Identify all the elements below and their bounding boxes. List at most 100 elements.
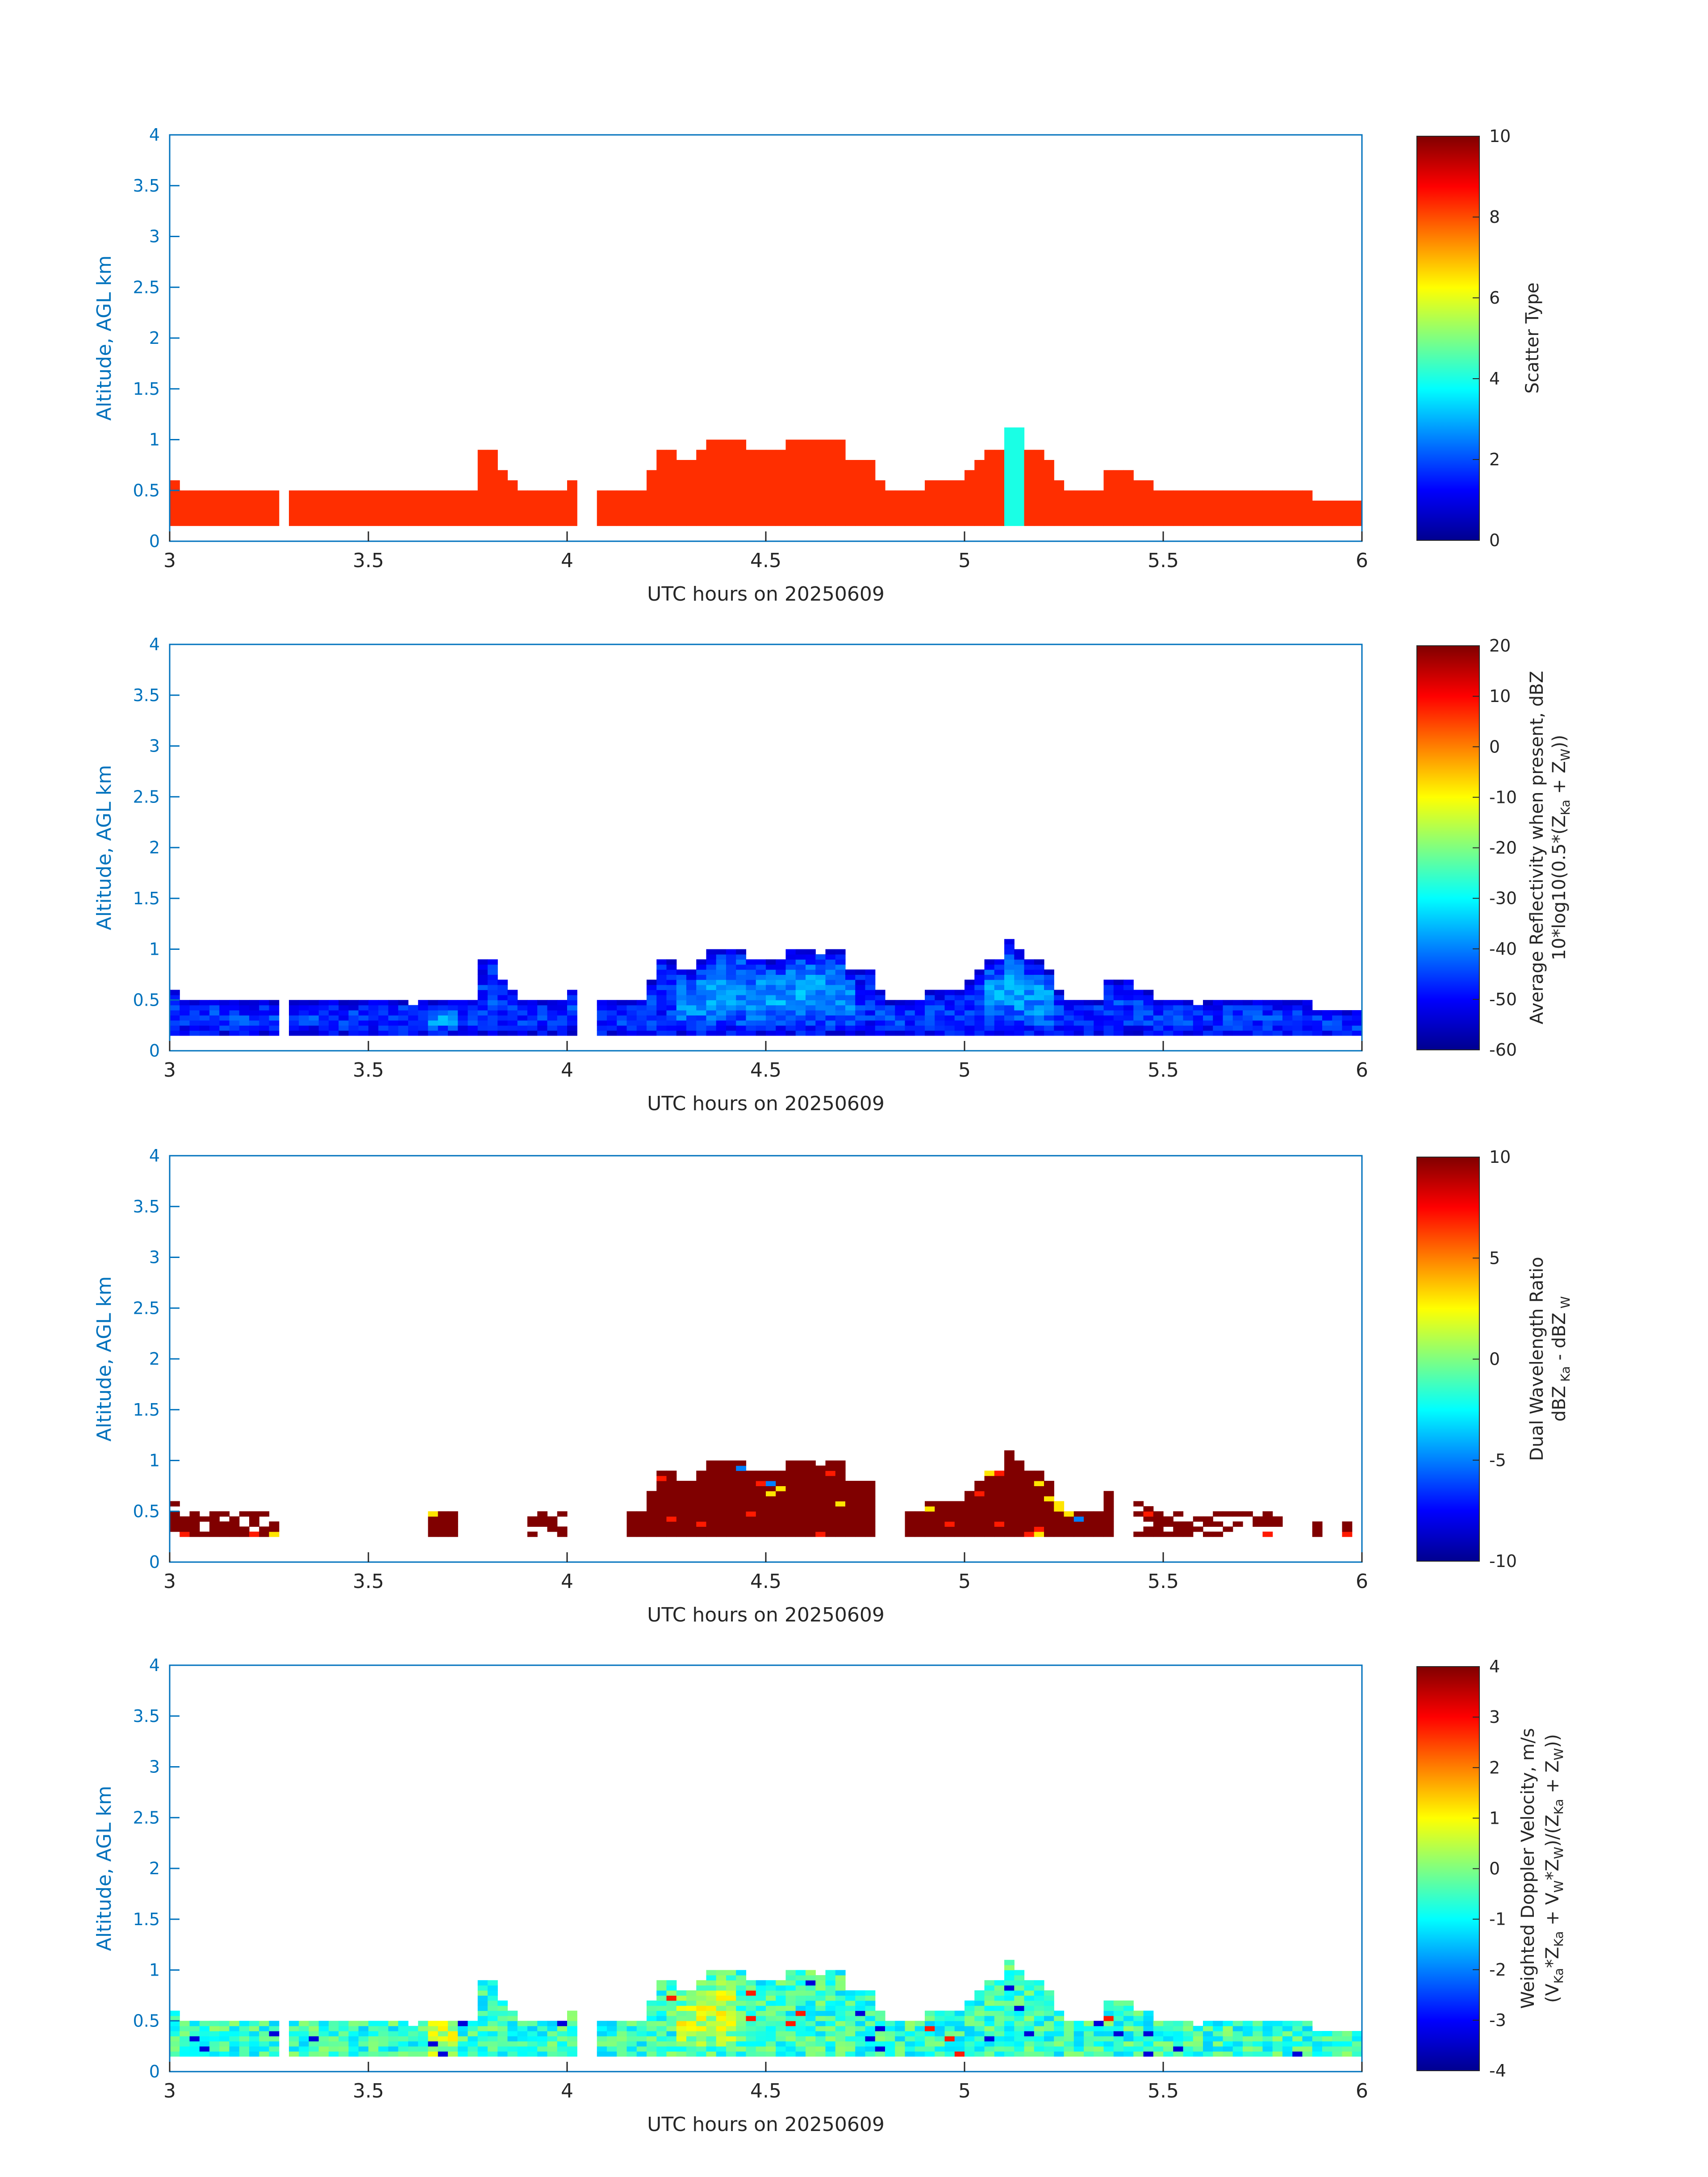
heatmap-cell <box>895 1005 906 1011</box>
heatmap-cell <box>1272 2051 1283 2057</box>
heatmap-cell <box>338 2021 349 2027</box>
heatmap-cell <box>428 2021 438 2027</box>
heatmap-cell <box>309 1010 319 1015</box>
heatmap-cell <box>766 1521 776 1527</box>
heatmap-cell <box>696 969 707 975</box>
heatmap-cell <box>974 979 985 985</box>
heatmap-cell <box>656 2006 667 2011</box>
heatmap-cell <box>209 1025 220 1031</box>
heatmap-cell <box>209 1005 220 1011</box>
heatmap-cell <box>547 1516 558 1522</box>
colorbar-label-line2: dBZ Ka - dBZ W <box>1549 1296 1573 1422</box>
heatmap-cell <box>944 1005 955 1011</box>
heatmap-cell <box>438 2021 448 2027</box>
heatmap-cell <box>269 1000 280 1006</box>
heatmap-cell <box>895 1015 906 1021</box>
heatmap-cell <box>806 1990 816 1996</box>
heatmap-cell <box>944 1010 955 1015</box>
heatmap-cell <box>766 2015 776 2021</box>
heatmap-cell <box>180 2036 190 2042</box>
heatmap-cell <box>1004 949 1015 955</box>
heatmap-cell <box>1262 1015 1273 1021</box>
heatmap-cell <box>477 1010 488 1015</box>
colorbar-tick-label: -5 <box>1489 1450 1506 1470</box>
heatmap-cell <box>785 1506 796 1512</box>
heatmap-column <box>766 450 776 526</box>
heatmap-cell <box>815 1475 826 1481</box>
heatmap-cell <box>716 1975 727 1981</box>
heatmap-cell <box>497 2010 508 2016</box>
heatmap-cell <box>935 2010 945 2016</box>
plot-area <box>170 427 1362 526</box>
heatmap-cell <box>984 1516 995 1522</box>
heatmap-cell <box>1004 964 1015 970</box>
heatmap-cell <box>696 1005 707 1011</box>
heatmap-cell <box>229 1020 240 1026</box>
heatmap-cell <box>845 1496 856 1502</box>
heatmap-cell <box>766 959 776 965</box>
heatmap-cell <box>1123 2021 1134 2027</box>
heatmap-cell <box>806 1005 816 1011</box>
heatmap-cell <box>706 1471 717 1476</box>
heatmap-cell <box>965 2015 975 2021</box>
heatmap-cell <box>507 2021 518 2027</box>
heatmap-cell <box>1034 2010 1044 2016</box>
panel-weighted-doppler-velocity: 00.511.522.533.54 3 3.5 4 4.5 5 5.5 6 Altitude… <box>93 1655 1566 2136</box>
heatmap-cell <box>1044 1531 1054 1537</box>
heatmap-cell <box>1004 1000 1015 1006</box>
heatmap-cell <box>1103 1025 1114 1031</box>
heatmap-cell <box>239 1010 250 1015</box>
heatmap-cell <box>746 985 756 990</box>
heatmap-cell <box>1034 1010 1044 1015</box>
heatmap-cell <box>706 1025 717 1031</box>
heatmap-cell <box>408 2046 418 2052</box>
colorbar-tick-label: -10 <box>1489 1551 1517 1571</box>
heatmap-cell <box>438 1005 448 1011</box>
heatmap-cell <box>1272 2026 1283 2031</box>
heatmap-cell <box>1044 974 1054 980</box>
heatmap-cell <box>855 1506 866 1512</box>
heatmap-cell <box>915 1010 925 1015</box>
heatmap-cell <box>795 1005 806 1011</box>
heatmap-cell <box>835 2046 846 2052</box>
heatmap-cell <box>835 990 846 995</box>
heatmap-cell <box>1004 1531 1015 1537</box>
heatmap-cell <box>468 2046 478 2052</box>
heatmap-cell <box>537 1025 548 1031</box>
heatmap-cell <box>706 2051 717 2057</box>
heatmap-cell <box>1024 1990 1035 1996</box>
heatmap-cell <box>1213 1010 1224 1015</box>
heatmap-cell <box>885 2051 895 2057</box>
heatmap-cell <box>636 2026 647 2031</box>
heatmap-cell <box>1113 2010 1124 2016</box>
heatmap-cell <box>507 994 518 1000</box>
heatmap-cell <box>676 969 687 975</box>
heatmap-cell <box>1232 2041 1243 2047</box>
heatmap-cell <box>1084 2036 1094 2042</box>
heatmap-cell <box>795 1471 806 1476</box>
heatmap-cell <box>776 1501 786 1507</box>
heatmap-cell <box>806 1491 816 1496</box>
heatmap-cell <box>954 1025 965 1031</box>
heatmap-cell <box>1193 1020 1203 1026</box>
heatmap-cell <box>1153 1010 1164 1015</box>
heatmap-cell <box>388 1025 399 1031</box>
heatmap-cell <box>954 2010 965 2016</box>
heatmap-cell <box>617 2041 627 2047</box>
heatmap-column <box>994 450 1005 526</box>
heatmap-cell <box>567 1025 577 1031</box>
heatmap-cell <box>318 1020 329 1026</box>
heatmap-cell <box>189 2051 200 2057</box>
heatmap-cell <box>865 1000 876 1006</box>
heatmap-cell <box>795 2006 806 2011</box>
y-tick-label: 2.5 <box>133 277 160 297</box>
heatmap-cell <box>706 1020 717 1026</box>
heatmap-cell <box>965 1496 975 1502</box>
heatmap-cell <box>974 1486 985 1492</box>
heatmap-cell <box>338 1025 349 1031</box>
heatmap-cell <box>746 1990 756 1996</box>
heatmap-cell <box>746 2006 756 2011</box>
heatmap-cell <box>458 2036 468 2042</box>
heatmap-cell <box>785 2006 796 2011</box>
heatmap-cell <box>666 1496 677 1502</box>
